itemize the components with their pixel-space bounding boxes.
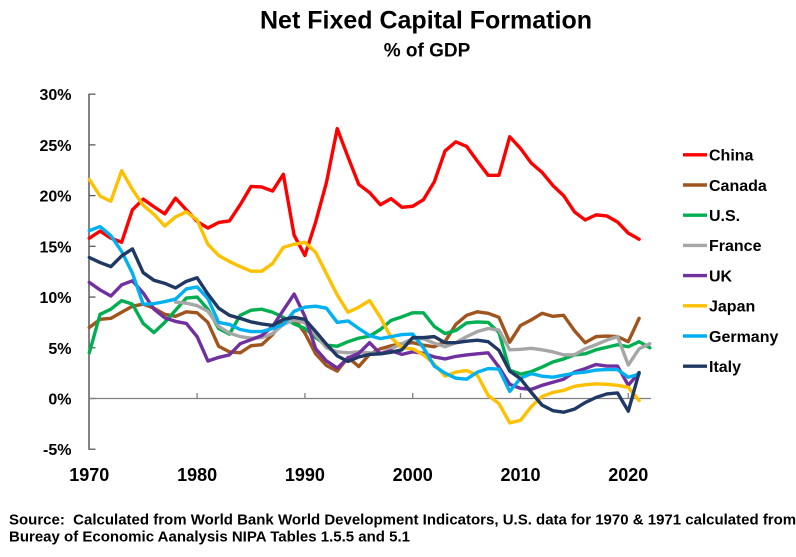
- svg-text:Japan: Japan: [709, 299, 755, 316]
- svg-text:5%: 5%: [48, 341, 71, 358]
- svg-text:France: France: [709, 238, 762, 255]
- svg-text:Net Fixed Capital Formation: Net Fixed Capital Formation: [260, 7, 592, 35]
- svg-text:2010: 2010: [500, 465, 540, 485]
- svg-text:-5%: -5%: [43, 442, 71, 459]
- svg-text:Germany: Germany: [709, 329, 778, 346]
- svg-text:Bureay of Economic Aanalysis N: Bureay of Economic Aanalysis NIPA Tables…: [9, 529, 410, 546]
- svg-text:2000: 2000: [393, 465, 433, 485]
- svg-text:20%: 20%: [39, 189, 71, 206]
- svg-text:Italy: Italy: [709, 359, 741, 376]
- svg-text:1990: 1990: [285, 465, 325, 485]
- svg-text:1970: 1970: [69, 465, 109, 485]
- svg-text:Canada: Canada: [709, 178, 767, 195]
- svg-text:UK: UK: [709, 268, 733, 285]
- svg-text:U.S.: U.S.: [709, 208, 740, 225]
- svg-text:0%: 0%: [48, 392, 71, 409]
- svg-text:2020: 2020: [608, 465, 648, 485]
- svg-text:15%: 15%: [39, 239, 71, 256]
- svg-text:Source: Calculated from World: Source: Calculated from World Bank World…: [9, 512, 796, 529]
- svg-text:China: China: [709, 148, 754, 165]
- svg-text:10%: 10%: [39, 290, 71, 307]
- svg-text:% of GDP: % of GDP: [384, 41, 471, 62]
- svg-text:1980: 1980: [177, 465, 217, 485]
- svg-text:30%: 30%: [39, 87, 71, 104]
- svg-text:25%: 25%: [39, 138, 71, 155]
